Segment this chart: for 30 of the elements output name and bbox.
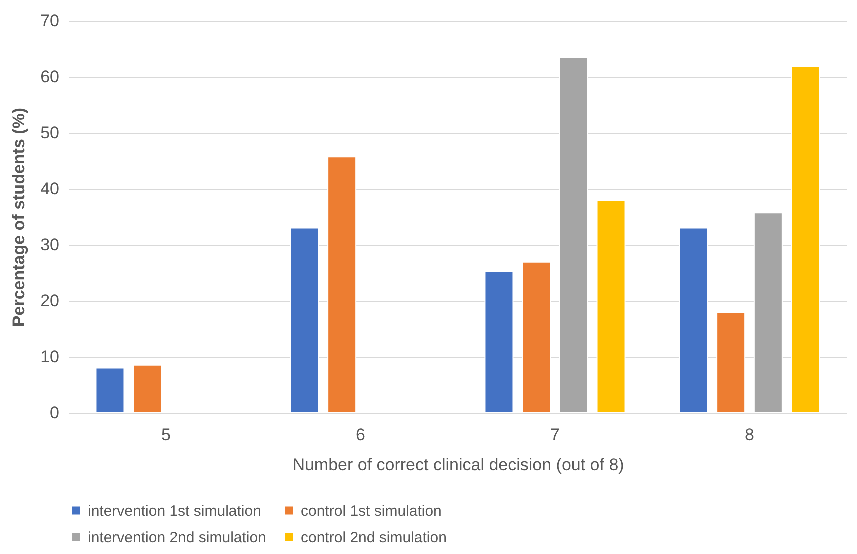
bar — [596, 200, 626, 414]
y-axis-title: Percentage of students (%) — [10, 108, 29, 328]
y-tick-label: 0 — [50, 404, 60, 422]
legend-label: intervention 1st simulation — [88, 502, 262, 520]
y-tick-label: 70 — [40, 12, 60, 30]
legend-label: control 2nd simulation — [301, 530, 447, 546]
x-tick-label: 7 — [550, 426, 560, 444]
bar — [328, 156, 357, 414]
y-tick-label: 10 — [40, 348, 60, 366]
y-tick-label: 20 — [40, 292, 60, 310]
bar — [290, 228, 320, 414]
bar — [679, 228, 708, 414]
bar — [754, 212, 783, 414]
x-tick-label: 8 — [745, 426, 754, 444]
y-tick-label: 30 — [40, 236, 60, 254]
x-axis-title: Number of correct clinical decision (out of 8) — [292, 456, 624, 474]
bar — [133, 364, 162, 414]
bar — [522, 262, 552, 414]
bar — [791, 66, 820, 414]
legend-label: intervention 2nd simulation — [88, 530, 266, 546]
bar — [484, 271, 514, 414]
y-tick-label: 60 — [40, 68, 60, 86]
x-tick-label: 6 — [356, 426, 366, 444]
bar — [96, 368, 125, 414]
y-tick-label: 50 — [40, 124, 60, 142]
legend-label: control 1st simulation — [301, 502, 442, 520]
x-tick-label: 5 — [162, 426, 171, 444]
bar — [559, 57, 588, 414]
bar — [716, 312, 746, 414]
y-tick-label: 40 — [40, 180, 60, 198]
